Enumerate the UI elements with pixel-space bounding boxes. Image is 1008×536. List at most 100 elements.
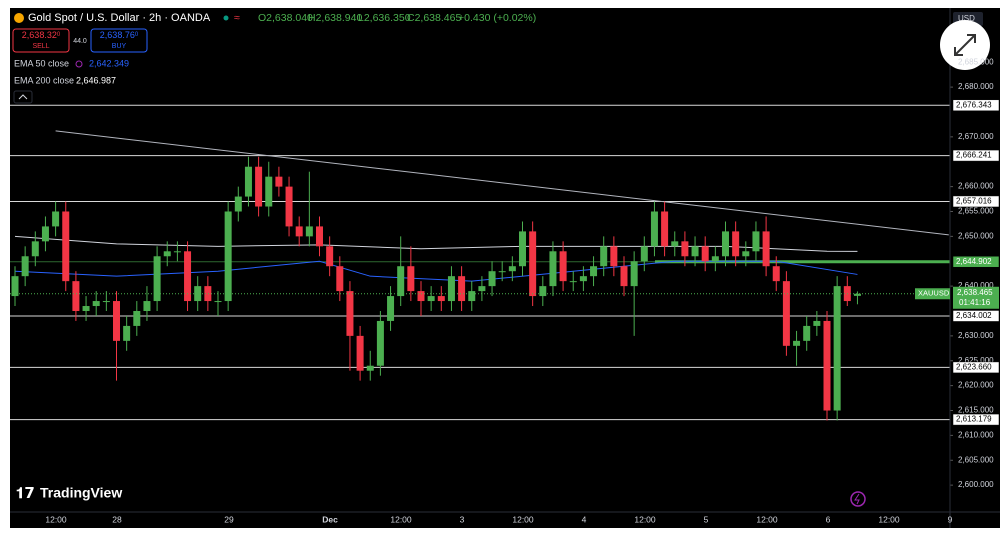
expand-icon [954, 34, 976, 56]
candle-body [427, 296, 435, 302]
y-tick-label: 2,610.000 [958, 430, 994, 439]
level-label: 2,644.902 [956, 257, 992, 266]
last-price-label: 2,638.465 [957, 288, 993, 297]
ohlc-value: +0.430 (+0.02%) [458, 12, 536, 24]
candle-body [62, 211, 70, 282]
candle-body [153, 256, 161, 302]
candle-body [72, 281, 80, 311]
y-tick-label: 2,620.000 [958, 381, 994, 390]
candle-body [113, 301, 120, 341]
candle-body [803, 325, 811, 341]
level-label: 2,634.002 [956, 311, 992, 320]
candle-body [295, 226, 303, 237]
candle-body [41, 226, 49, 242]
candle-body [244, 166, 252, 197]
x-tick-label: 12:00 [756, 514, 778, 524]
level-label: 2,657.016 [956, 197, 992, 206]
y-tick-label: 2,655.000 [958, 207, 994, 216]
candle-body [691, 246, 699, 257]
candle-body [417, 291, 425, 302]
candle-body [265, 176, 273, 207]
candle-body [539, 286, 547, 297]
candle-body [579, 276, 587, 282]
candle-body [681, 241, 689, 257]
sell-price: 2,638.320 [22, 30, 61, 40]
candle-body [255, 166, 263, 207]
y-tick-label: 2,640.000 [958, 281, 994, 290]
candle-body [630, 261, 638, 287]
candle-body [285, 186, 293, 227]
status-icon: ≈ [234, 12, 240, 24]
buy-label: BUY [112, 43, 127, 50]
x-tick-label: 12:00 [634, 514, 656, 524]
candle-body [650, 211, 658, 247]
x-tick-label: 12:00 [512, 514, 534, 524]
candle-body [407, 266, 415, 292]
trendline [55, 130, 949, 236]
candle-body [600, 246, 608, 267]
buy-button[interactable] [90, 28, 148, 53]
candle-body [478, 286, 486, 292]
sell-price-sup: 0 [57, 32, 61, 38]
x-tick-label: 12:00 [390, 514, 412, 524]
buy-price: 2,638.760 [100, 30, 139, 40]
ohlc-value: H2,638.940 [308, 12, 362, 24]
candle-body [488, 271, 496, 287]
level-label: 2,623.660 [956, 363, 992, 372]
spread: 44.0 [73, 38, 87, 45]
candle-body [793, 340, 801, 346]
status-dot [223, 15, 229, 21]
indicator-icon [75, 60, 83, 68]
alert-bolt [854, 493, 860, 505]
candle-body [336, 266, 344, 292]
x-tick-label: 12:00 [878, 514, 900, 524]
x-tick-label: 4 [582, 514, 587, 524]
candle-body [305, 226, 313, 237]
brand-logo: 𝟏𝟳 [16, 485, 35, 502]
candle-body [31, 241, 39, 257]
candle-body [711, 256, 719, 262]
candle-body [559, 251, 567, 282]
candle-body [762, 231, 770, 267]
candle-body [224, 211, 232, 302]
candle-body [163, 251, 171, 257]
level-label: 2,613.179 [956, 415, 992, 424]
currency: USD [958, 14, 975, 23]
level-label: 2,676.343 [956, 100, 992, 109]
candle-body [366, 365, 374, 371]
indicator-legend: EMA 50 close 2,642.349 EMA 200 close 2,646.… [14, 58, 129, 85]
x-tick-label: Dec [322, 514, 338, 524]
candle-body [204, 286, 212, 302]
ohlc-value: C2,638.465 [407, 12, 461, 24]
brand: TradingView [40, 485, 122, 501]
candle-body [275, 176, 283, 187]
candle-body [569, 281, 577, 283]
candle-body [356, 335, 364, 371]
y-tick-label: 2,660.000 [958, 182, 994, 191]
y-tick-label: 2,680.000 [958, 82, 994, 91]
candle-body [437, 296, 445, 302]
candle-body [143, 301, 151, 311]
y-tick-label: 2,650.000 [958, 231, 994, 240]
candle-body [853, 293, 861, 296]
x-tick-label: 9 [948, 514, 953, 524]
candle-body [102, 301, 110, 303]
ohlc-header: O2,638.040H2,638.940L2,636.350C2,638.465… [258, 12, 536, 24]
candle-body [316, 226, 323, 247]
candle-body [173, 251, 181, 253]
candle-body [123, 325, 131, 341]
sell-button[interactable] [12, 28, 70, 53]
candle-body [508, 266, 516, 272]
buy-price-sup: 0 [135, 32, 139, 38]
chart-panel [10, 8, 1000, 528]
collapse-button[interactable] [13, 90, 33, 104]
x-tick-label: 6 [826, 514, 831, 524]
alert-icon[interactable] [850, 491, 866, 507]
level-label-box [952, 99, 1000, 112]
level-label-box [952, 195, 1000, 208]
candle-body [387, 296, 395, 321]
candle-body [661, 211, 669, 247]
last-price-box [953, 286, 999, 309]
